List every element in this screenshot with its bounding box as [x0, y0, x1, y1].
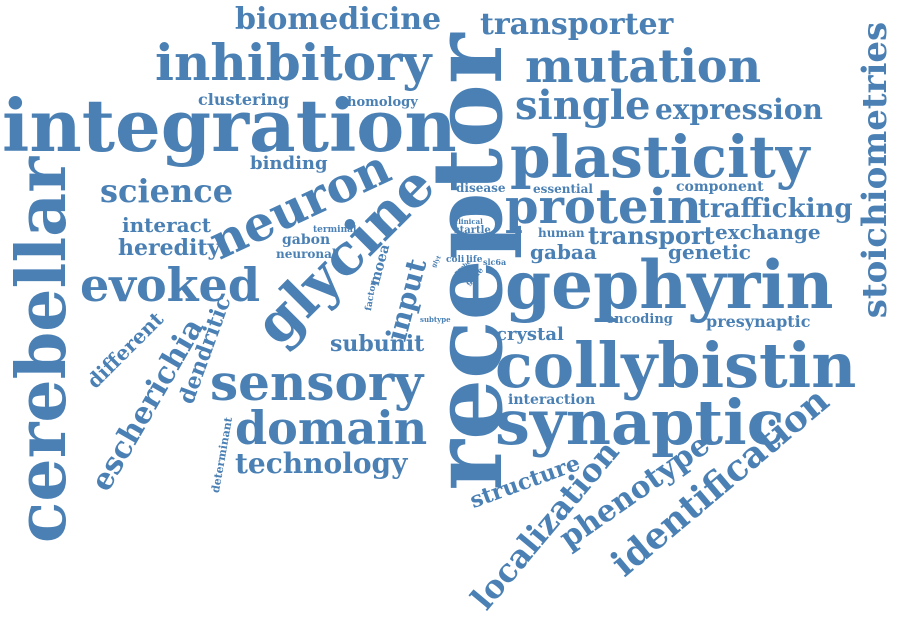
word-evoked: evoked — [80, 258, 260, 312]
word-presynaptic: presynaptic — [706, 312, 811, 331]
word-life: life — [466, 255, 483, 265]
word-human: human — [538, 226, 585, 240]
word-startle: startle — [454, 225, 491, 236]
word-binding: binding — [250, 153, 328, 174]
word-genetic: genetic — [668, 240, 751, 264]
word-crystal: crystal — [496, 324, 564, 345]
word-gabaa: gabaa — [530, 240, 597, 264]
word-sensory: sensory — [210, 353, 424, 412]
word-cerebellar: cerebellar — [2, 156, 82, 544]
word-transporter: transporter — [480, 7, 674, 42]
word-heredity: heredity — [118, 235, 221, 261]
word-interaction: interaction — [508, 392, 596, 408]
word-determinant: determinant — [208, 416, 236, 494]
word-gabon: gabon — [282, 232, 331, 248]
word-essential: essential — [533, 182, 593, 196]
word-trafficking: trafficking — [698, 194, 853, 224]
word-slc6a: slc6a — [483, 257, 507, 267]
word-stoichiometries: stoichiometries — [855, 21, 895, 319]
word-biomedicine: biomedicine — [235, 2, 442, 37]
word-clinical: clinical — [454, 217, 483, 226]
word-inhibitory: inhibitory — [155, 33, 432, 92]
word-coli: coli — [446, 255, 465, 265]
word-expression: expression — [655, 93, 823, 126]
word-subunit: subunit — [330, 331, 425, 357]
word-technology: technology — [235, 447, 408, 480]
word-component: component — [676, 179, 764, 195]
word-integration: integration — [2, 83, 457, 168]
word-synaptic: synaptic — [495, 386, 785, 459]
word-terminal: terminal — [313, 225, 357, 235]
word-neuronal: neuronal — [276, 247, 337, 261]
word-exchange: exchange — [715, 220, 821, 244]
word-subtype: subtype — [420, 315, 451, 324]
word-disease: disease — [456, 181, 506, 195]
word-mutation: mutation — [525, 39, 762, 93]
word-clustering: clustering — [198, 90, 290, 109]
word-encoding: encoding — [606, 312, 673, 327]
word-homology: homology — [347, 95, 418, 110]
word-transport: transport — [588, 221, 715, 250]
word-protein: protein — [505, 179, 702, 235]
word-interact: interact — [122, 213, 212, 237]
word-domain: domain — [235, 401, 428, 455]
word-single: single — [515, 82, 651, 129]
word-factor: factor — [363, 280, 380, 312]
word-gephyrin: gephyrin — [505, 246, 834, 324]
word-science: science — [100, 172, 234, 210]
word-collybistin: collybistin — [495, 329, 857, 402]
word-plasticity: plasticity — [510, 123, 810, 191]
